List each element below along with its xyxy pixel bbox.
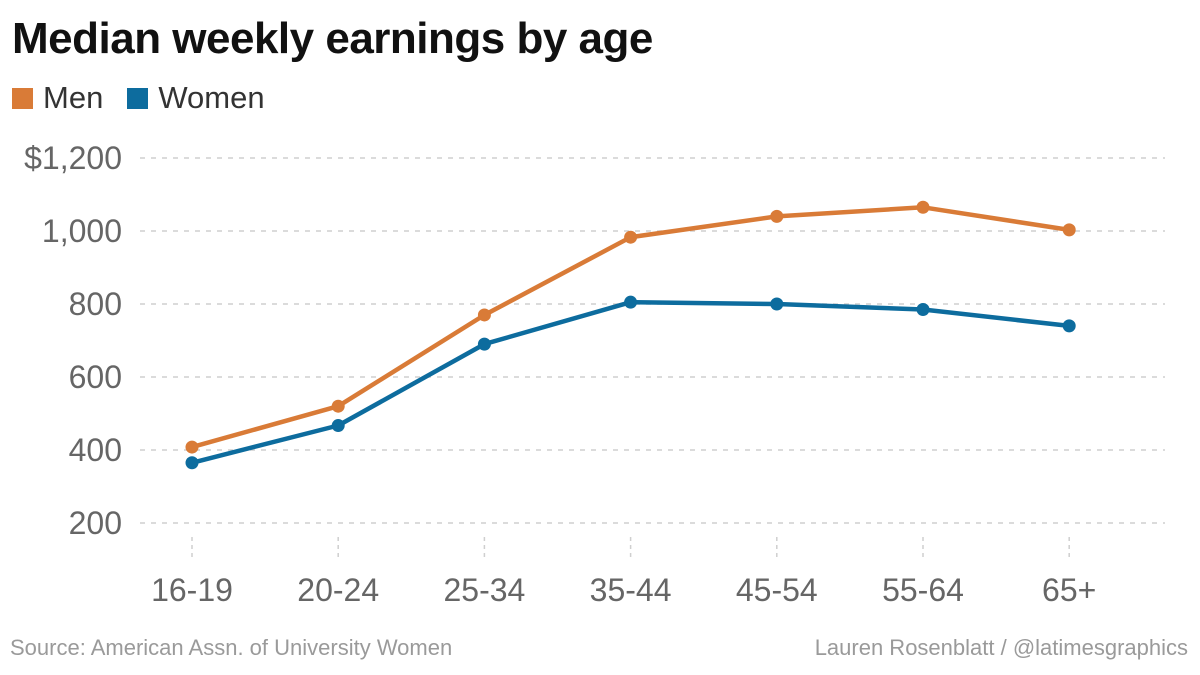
- data-point-men: [477, 308, 491, 322]
- y-tick-label: $1,200: [24, 140, 122, 176]
- series-line-women: [189, 299, 1072, 466]
- y-axis-tick-labels: 200 400 600 800 1,000 $1,200: [24, 140, 122, 541]
- legend-swatch-women: [127, 87, 149, 109]
- x-tick-label: 25-34: [443, 572, 525, 608]
- legend-label-women: Women: [158, 80, 265, 115]
- data-point-women: [770, 297, 784, 311]
- series-men: [185, 200, 1076, 454]
- x-tick-label: 65+: [1042, 572, 1096, 608]
- x-axis: 16-19 20-24 25-34 35-44 45-54 55-64 65+: [151, 537, 1096, 608]
- y-tick-label: 200: [69, 505, 122, 541]
- data-point-men: [770, 209, 784, 223]
- legend-label-men: Men: [43, 80, 104, 115]
- x-tick-label: 55-64: [882, 572, 964, 608]
- data-point-women: [916, 302, 930, 316]
- data-point-women: [185, 456, 199, 470]
- x-tick-label: 35-44: [590, 572, 672, 608]
- x-tick-label: 16-19: [151, 572, 233, 608]
- data-point-men: [331, 399, 345, 413]
- chart-title: Median weekly earnings by age: [12, 14, 653, 63]
- data-point-women: [624, 295, 638, 309]
- data-point-women: [1062, 319, 1076, 333]
- legend-swatch-men: [12, 87, 33, 109]
- credit-note: Lauren Rosenblatt / @latimesgraphics: [814, 635, 1188, 660]
- legend-item-men: Men: [12, 80, 103, 116]
- data-point-women: [331, 419, 345, 433]
- data-point-men: [624, 230, 638, 244]
- legend: Men Women: [12, 80, 289, 116]
- y-tick-label: 800: [69, 286, 122, 322]
- data-point-men: [916, 200, 930, 214]
- data-point-men: [1062, 223, 1076, 237]
- data-point-women: [477, 337, 491, 351]
- series-women: [185, 295, 1076, 470]
- y-tick-label: 400: [69, 432, 122, 468]
- gridlines: [140, 157, 1165, 524]
- y-tick-label: 1,000: [42, 213, 122, 249]
- data-point-men: [185, 440, 199, 454]
- x-tick-label: 20-24: [297, 572, 379, 608]
- source-note: Source: American Assn. of University Wom…: [10, 635, 453, 660]
- x-tick-label: 45-54: [736, 572, 818, 608]
- y-tick-label: 600: [69, 359, 122, 395]
- legend-item-women: Women: [127, 80, 265, 116]
- series: [185, 200, 1076, 470]
